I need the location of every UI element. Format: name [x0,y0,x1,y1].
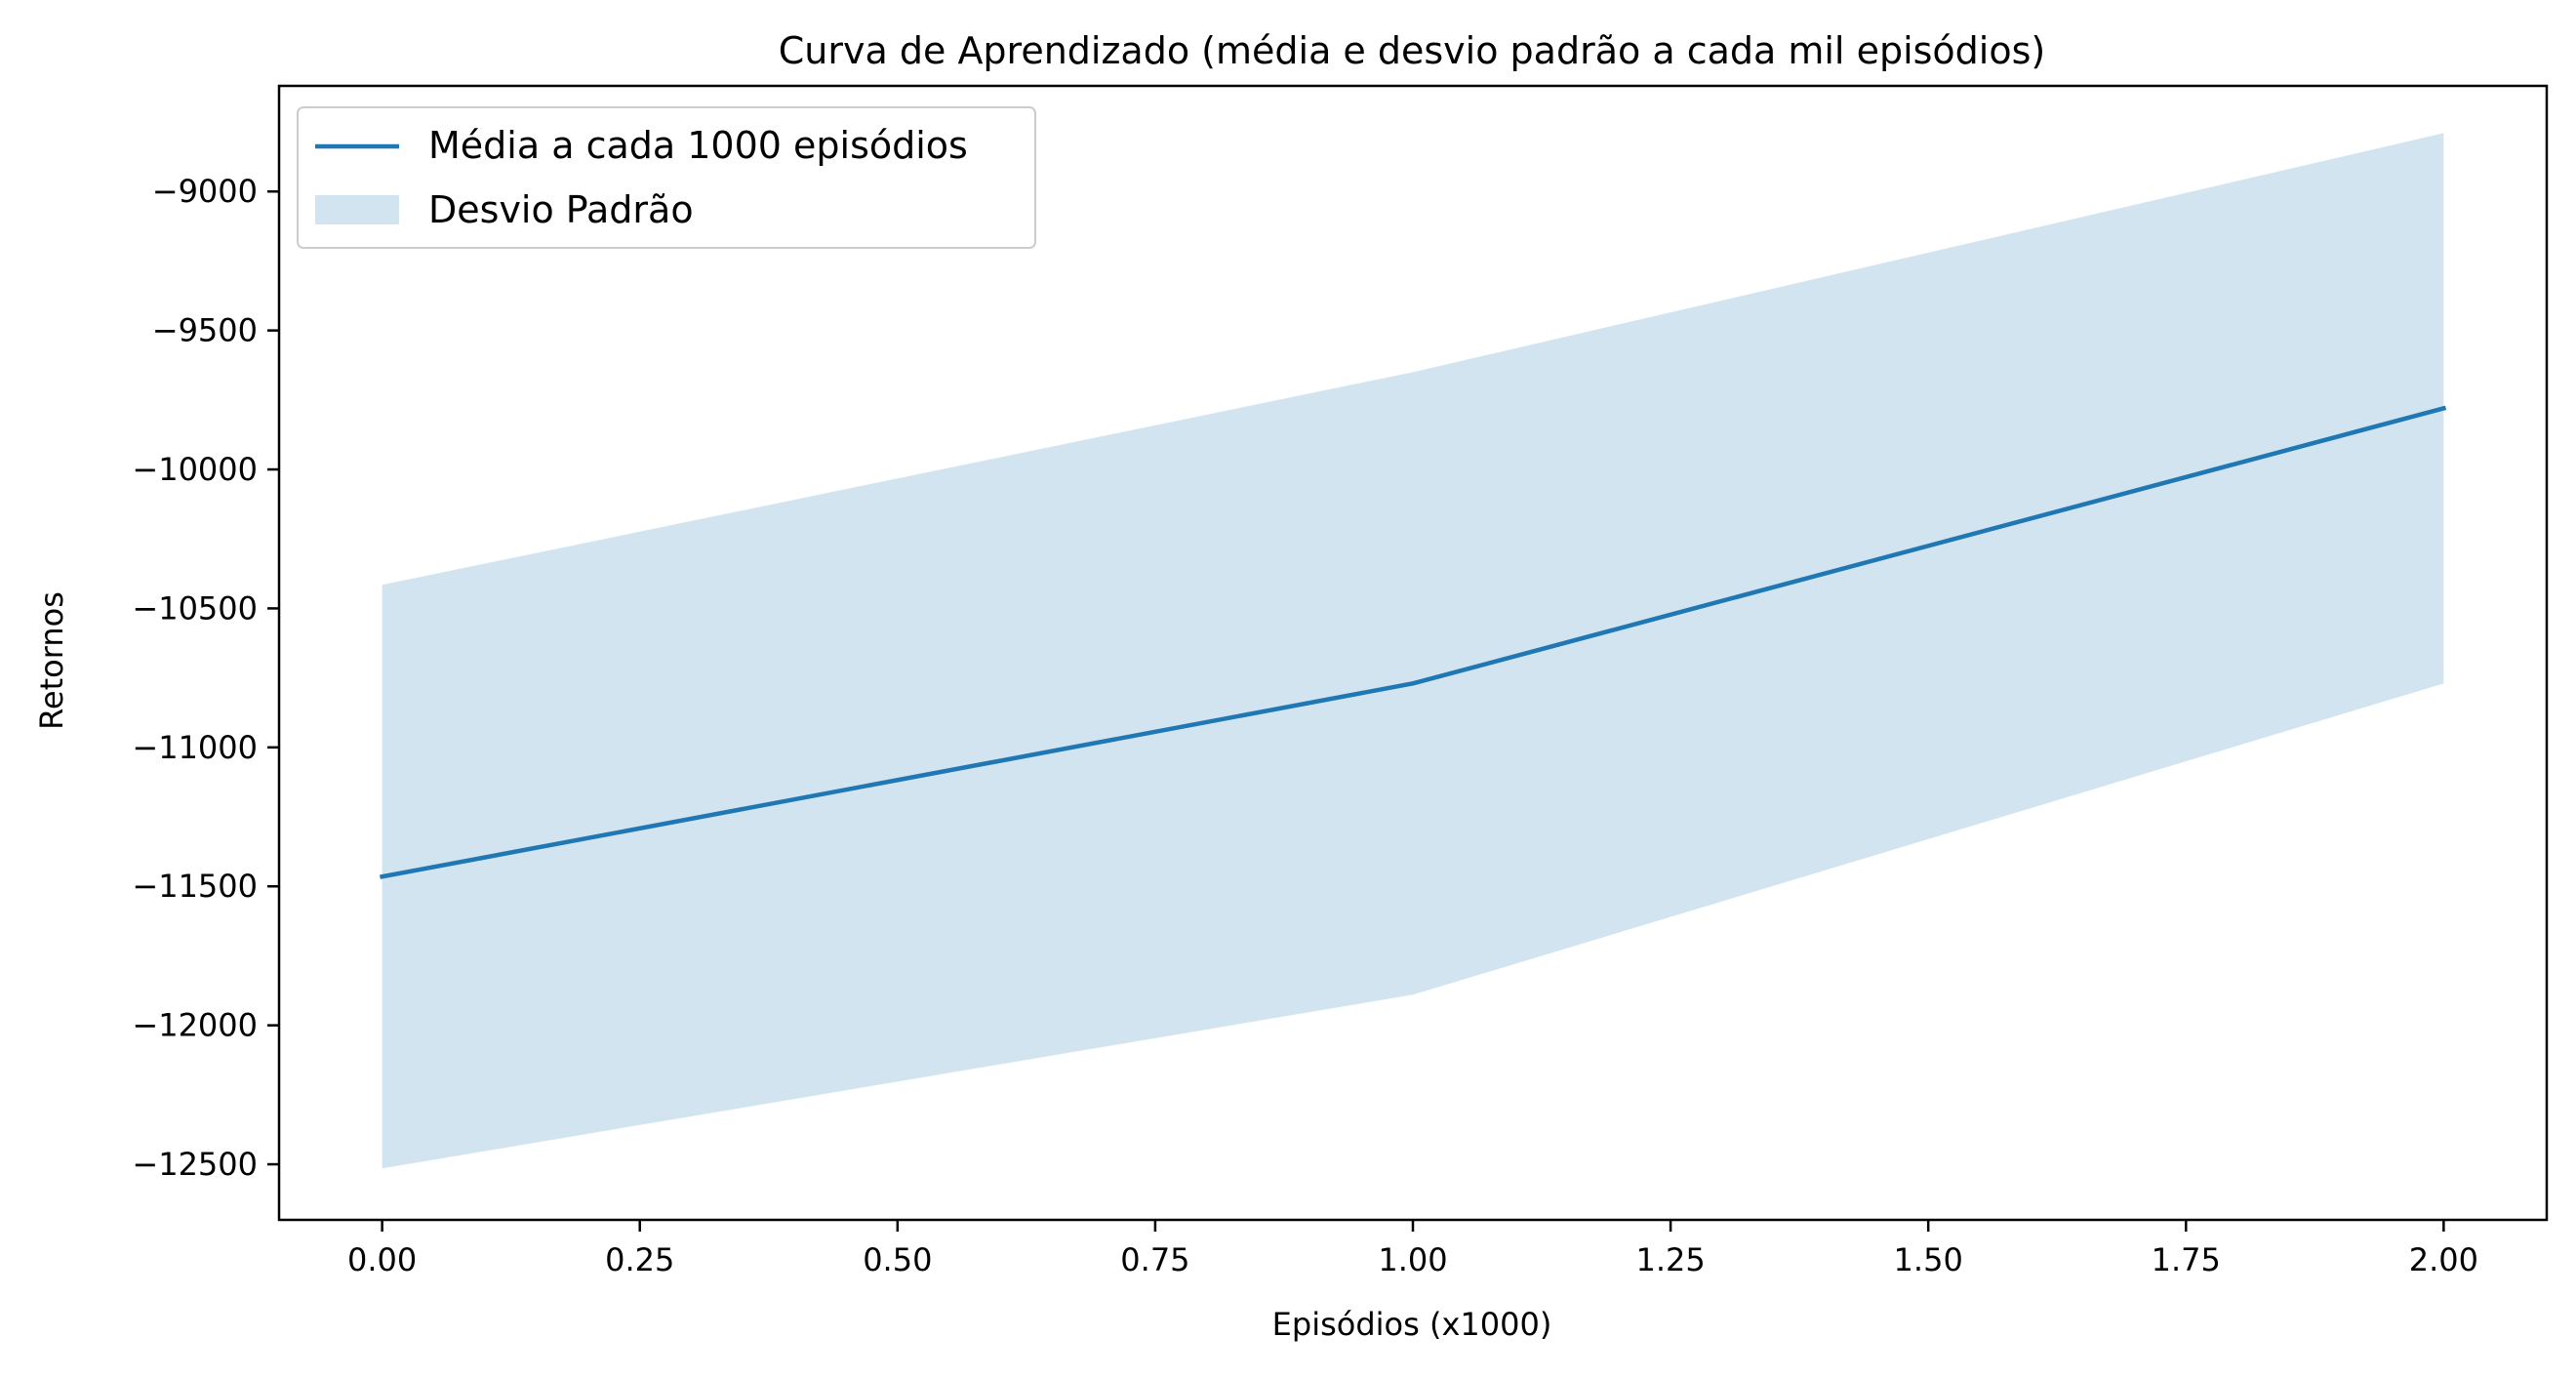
legend-label-mean: Média a cada 1000 episódios [428,124,968,167]
y-axis-label: Retornos [33,591,70,730]
x-tick-label: 1.50 [1894,1241,1963,1278]
plot-area [380,133,2447,1169]
x-tick-label: 0.00 [347,1241,417,1278]
y-tick-label: −12500 [132,1146,258,1183]
x-tick-label: 1.25 [1635,1241,1705,1278]
x-tick-label: 2.00 [2409,1241,2478,1278]
y-tick-label: −11500 [132,868,258,905]
legend-frame [297,106,1036,249]
std-band [382,133,2444,1169]
legend-label-std: Desvio Padrão [428,188,694,231]
legend-band-swatch [315,195,399,224]
y-tick-label: −9500 [152,312,258,349]
axes: 0.00 0.25 0.50 0.75 1.00 1.25 1.50 1.75 2.00 −900… [132,84,2549,1278]
y-tick-label: −11000 [132,729,258,766]
legend: Média a cada 1000 episódios Desvio Padrã… [297,106,1036,249]
x-tick-label: 0.25 [605,1241,674,1278]
y-tick-label: −12000 [132,1007,258,1044]
x-axis-label: Episódios (x1000) [1272,1306,1552,1343]
x-tick-label: 0.50 [863,1241,932,1278]
x-tick-label: 0.75 [1120,1241,1189,1278]
y-tick-label: −10000 [132,451,258,488]
x-tick-label: 1.00 [1378,1241,1447,1278]
chart-title: Curva de Aprendizado (média e desvio pad… [779,29,2045,72]
y-tick-label: −10500 [132,589,258,627]
y-tick-label: −9000 [152,173,258,210]
x-tick-label: 1.75 [2152,1241,2221,1278]
